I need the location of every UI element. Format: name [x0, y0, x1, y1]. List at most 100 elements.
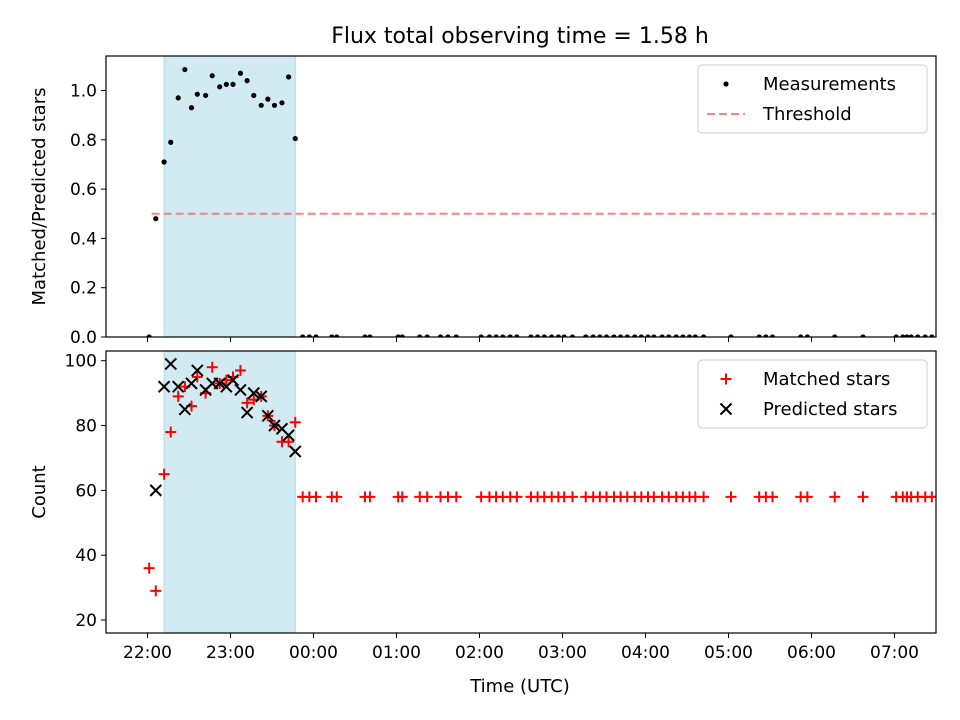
measurement-point	[908, 334, 914, 337]
measurement-point	[904, 334, 910, 337]
axes-frame	[105, 350, 937, 634]
measurement-point	[507, 334, 513, 337]
predicted-star-point-b	[149, 484, 163, 497]
measurement-point	[493, 334, 499, 337]
measurement-point	[692, 334, 698, 337]
measurement-point	[603, 334, 610, 337]
measurement-point	[583, 334, 589, 337]
measurement-point	[175, 95, 181, 101]
measurement-point	[223, 81, 229, 87]
y-tick-label: 40	[75, 546, 97, 566]
matched-star-point	[766, 491, 778, 503]
predicted-star-point-b	[178, 403, 192, 416]
legend-x-swatch	[719, 402, 733, 416]
predicted-star-point	[191, 364, 204, 377]
x-tick-label: 01:00	[372, 643, 421, 663]
measurement-point	[618, 334, 624, 337]
measurement-point	[659, 334, 665, 337]
measurement-point	[203, 92, 209, 99]
measurement-point	[798, 334, 804, 337]
y-axis-label: Count	[29, 465, 50, 518]
y-tick-label: 0.4	[70, 229, 97, 249]
matched-star-point	[172, 390, 184, 402]
predicted-star-point-a	[949, 595, 960, 606]
measurement-point	[638, 334, 644, 337]
measurement-point	[500, 334, 506, 337]
measurement-point	[915, 334, 921, 337]
measurement-point	[237, 70, 244, 76]
predicted-star-point-b	[172, 380, 185, 393]
measurement-point	[769, 334, 776, 337]
predicted-star-point	[247, 386, 260, 400]
measurement-point	[651, 334, 657, 337]
predicted-star-point	[261, 409, 275, 423]
predicted-star-point-b	[268, 419, 281, 432]
matched-star-point	[165, 426, 177, 438]
legend-entry-label: Measurements	[763, 74, 896, 95]
legend-x-swatch-b	[719, 402, 733, 416]
measurement-point	[555, 334, 561, 337]
measurement-point	[146, 334, 152, 337]
measurement-point	[424, 334, 430, 337]
predicted-star-point-b	[226, 373, 240, 387]
data-layer	[143, 357, 960, 626]
chart-title: Flux total observing time = 1.58 h	[331, 24, 709, 49]
predicted-star-point-b	[213, 377, 226, 390]
matched-star-point	[940, 491, 951, 502]
x-tick-label: 02:00	[455, 643, 504, 663]
measurement-point	[611, 334, 617, 337]
measurement-point	[900, 334, 906, 337]
measurement-point	[329, 334, 335, 337]
predicted-star-point-b	[261, 409, 275, 423]
predicted-star-point-b	[949, 595, 960, 606]
x-tick-label: 04:00	[621, 643, 670, 663]
measurement-point	[292, 135, 298, 142]
y-axis-label: Matched/Predicted stars	[29, 88, 50, 306]
matched-star-point	[310, 491, 322, 503]
measurement-point	[313, 334, 319, 337]
measurement-point	[437, 334, 444, 337]
measurement-point	[590, 334, 596, 337]
measurement-point	[893, 334, 899, 337]
data-layer	[146, 66, 936, 337]
predicted-star-point	[178, 403, 192, 416]
measurement-point	[300, 334, 306, 337]
measurement-point	[265, 96, 271, 102]
matched-star-point	[801, 491, 813, 503]
matched-star-point	[143, 562, 155, 574]
measurement-point	[279, 100, 285, 106]
matched-star-point	[234, 364, 246, 376]
measurement-point	[763, 334, 769, 337]
measurement-point	[541, 334, 547, 337]
predicted-star-point-b	[185, 377, 198, 390]
measurement-point	[666, 334, 672, 337]
measurement-point	[486, 334, 493, 337]
x-tick-label: 00:00	[289, 643, 338, 663]
matched-star-point	[158, 468, 170, 480]
predicted-star-point	[185, 377, 198, 390]
measurement-point	[535, 334, 541, 337]
x-axis-label: Time (UTC)	[469, 676, 570, 697]
matched-star-point	[331, 491, 343, 503]
measurement-point	[686, 334, 693, 337]
matched-star-point	[857, 491, 869, 503]
matched-star-point	[949, 615, 960, 626]
matched-star-point	[191, 371, 203, 383]
legend-entry-label: Predicted stars	[763, 399, 897, 420]
y-tick-label: 0.6	[70, 180, 97, 200]
top-panel: 0.0 0.2 0.4 0.6 0.8 1.0 Matched/Predicted star…	[29, 55, 937, 348]
measurement-point	[334, 334, 340, 337]
predicted-star-point	[949, 595, 960, 606]
measurement-point	[478, 334, 484, 337]
matched-star-point	[364, 491, 376, 503]
measurement-point	[528, 334, 534, 337]
matched-star-point	[283, 436, 295, 448]
measurement-point	[701, 334, 707, 337]
x-tick-label: 22:00	[123, 643, 172, 663]
predicted-star-point-b	[289, 445, 302, 458]
observing-interval-shade	[163, 55, 296, 338]
measurement-point	[188, 105, 195, 111]
legend-entry-label: Threshold	[762, 104, 852, 125]
matched-star-point	[289, 416, 301, 428]
